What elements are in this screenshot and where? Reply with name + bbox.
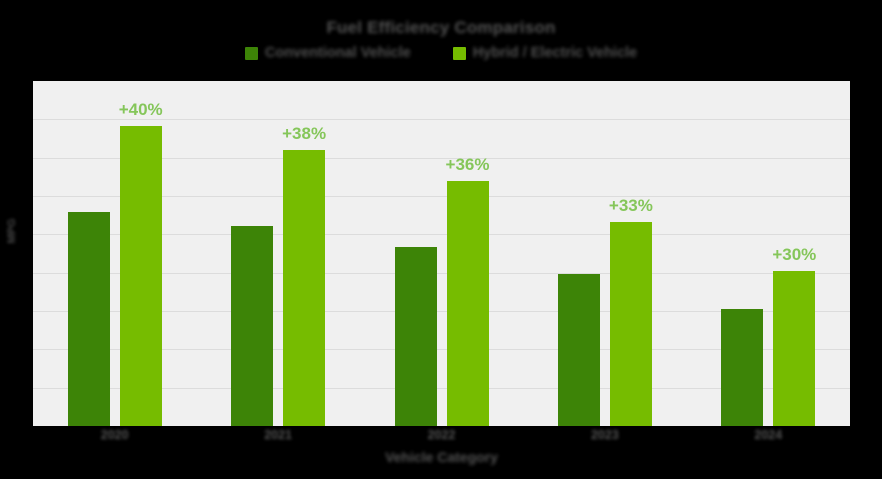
x-tick-label-2024: 2024 — [754, 428, 783, 442]
y-axis-title: MPG — [6, 218, 18, 244]
legend-swatch-icon-series-2 — [452, 46, 466, 60]
x-axis-title: Vehicle Category — [385, 449, 498, 465]
data-label-2023: +33% — [608, 196, 653, 216]
x-tick-label-2020: 2020 — [100, 428, 129, 442]
bar-2021-series-2[interactable] — [283, 150, 326, 426]
data-label-2020: +40% — [118, 99, 163, 119]
bar-2023-series-2[interactable] — [609, 222, 652, 426]
plot-area: +40% +38% +36% +33% +30% — [33, 81, 850, 426]
legend-swatch-icon-series-1 — [244, 46, 258, 60]
bar-2022-series-1[interactable] — [394, 246, 437, 426]
x-tick-label-2023: 2023 — [590, 428, 619, 442]
chart-title: Fuel Efficiency Comparison — [326, 18, 556, 37]
bar-2020-series-2[interactable] — [119, 125, 162, 426]
data-label-2021: +38% — [282, 124, 327, 143]
bar-2023-series-1[interactable] — [557, 274, 600, 426]
bars-layer: +40% +38% +36% +33% +30% — [33, 81, 850, 426]
x-tick-label-2021: 2021 — [264, 428, 292, 442]
data-label-2024: +30% — [772, 244, 817, 264]
bar-2021-series-1[interactable] — [231, 225, 274, 426]
legend-item-conventional[interactable]: Conventional Vehicle — [244, 45, 411, 61]
bar-2020-series-1[interactable] — [67, 212, 110, 426]
legend-label-series-2: Hybrid / Electric Vehicle — [472, 45, 638, 61]
bar-2024-series-2[interactable] — [773, 270, 816, 426]
data-label-2022: +36% — [445, 155, 490, 175]
chart-legend: Conventional Vehicle Hybrid / Electric V… — [0, 45, 882, 61]
legend-label-series-1: Conventional Vehicle — [264, 45, 411, 61]
legend-item-hybrid[interactable]: Hybrid / Electric Vehicle — [452, 45, 638, 61]
bar-2024-series-1[interactable] — [721, 308, 764, 426]
x-tick-label-2022: 2022 — [427, 428, 456, 442]
x-axis-tick-labels: 2020 2021 2022 2023 2024 — [33, 428, 850, 448]
bar-2022-series-2[interactable] — [446, 181, 489, 426]
